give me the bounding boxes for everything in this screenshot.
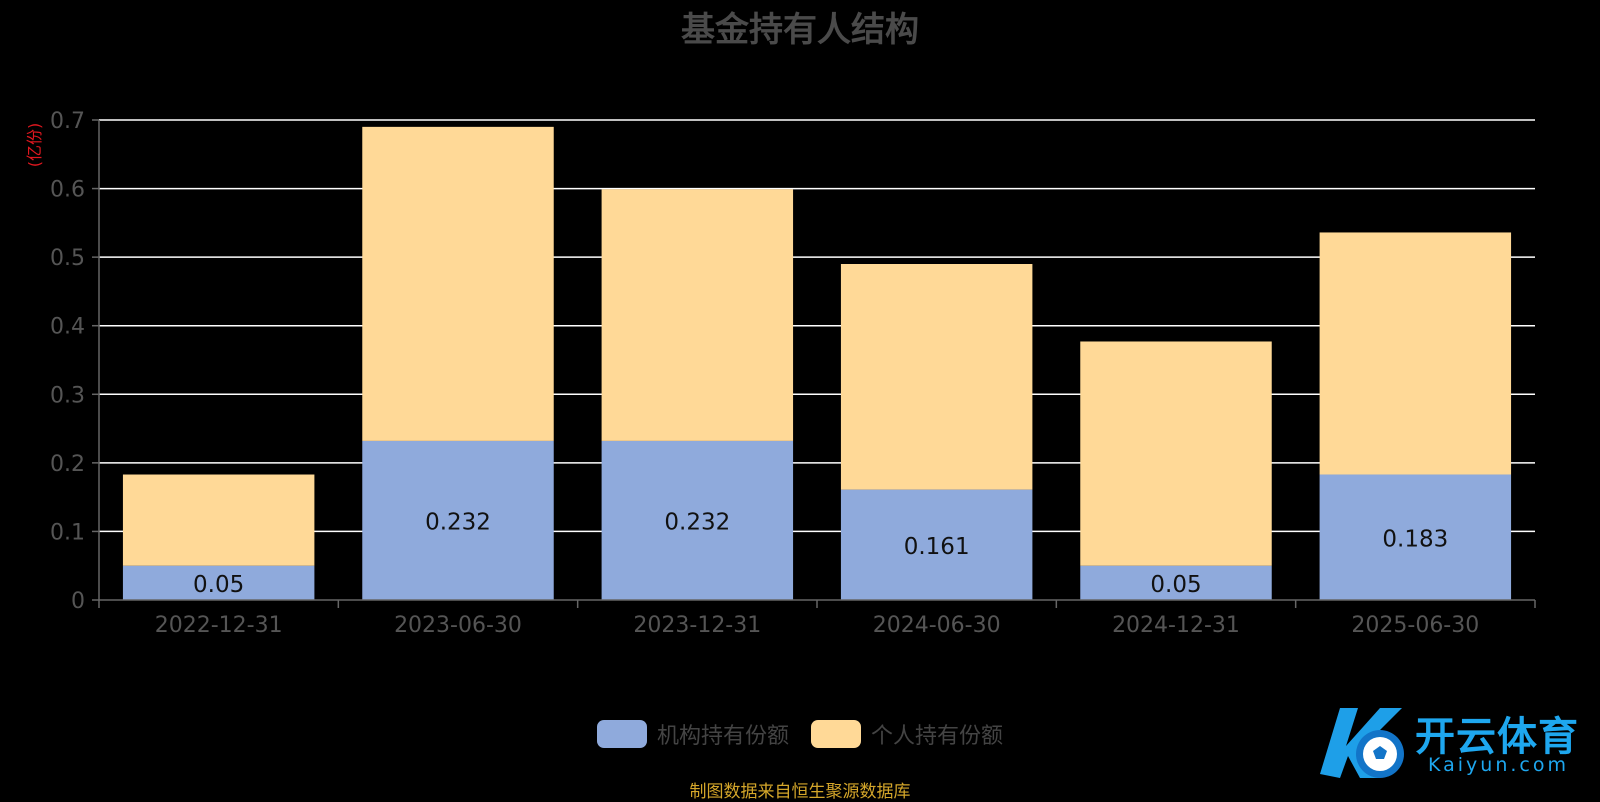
y-tick-label: 0 (71, 589, 85, 614)
bar-institutional-2024-12-31[interactable] (1080, 565, 1272, 600)
legend: 机构持有份额 个人持有份额 (0, 718, 1600, 750)
data-source-note: 制图数据来自恒生聚源数据库 (689, 782, 911, 802)
legend-swatch-institutional (596, 720, 647, 748)
y-tick-label: 0.5 (50, 246, 85, 271)
bar-individual-2022-12-31[interactable] (122, 474, 315, 566)
bar-institutional-2023-06-30[interactable] (362, 440, 554, 600)
x-tick-label: 2024-12-31 (1112, 613, 1240, 638)
data-label-institutional-2022-12-31: 0.05 (193, 572, 244, 598)
legend-swatch-individual (811, 720, 861, 748)
grid-lines (99, 119, 1535, 533)
legend-item-individual[interactable]: 个人持有份额 (811, 718, 1003, 750)
watermark-brand-en: Kaiyun.com (1428, 754, 1569, 776)
y-tick-label: 0.7 (50, 109, 85, 134)
axes: 0 0.1 0.2 0.3 0.4 0.5 0.6 0.7 2022-12-31 2023-06-… (50, 109, 1536, 638)
data-labels: 0.05 0.232 0.232 0.161 0.05 0.183 (193, 509, 1448, 597)
kaiyun-logo-icon (1320, 708, 1404, 778)
x-tick-label: 2022-12-31 (155, 613, 283, 638)
legend-label-institutional: 机构持有份额 (656, 724, 789, 749)
bar-institutional-2025-06-30[interactable] (1319, 474, 1512, 600)
y-axis-unit-label: (亿份) (25, 123, 44, 168)
y-tick-label: 0.4 (50, 315, 85, 340)
bar-institutional-2023-12-31[interactable] (601, 440, 794, 600)
bar-individual-2023-06-30[interactable] (362, 126, 554, 441)
bar-institutional-2024-06-30[interactable] (840, 489, 1033, 600)
data-label-institutional-2025-06-30: 0.183 (1382, 526, 1448, 552)
bar-institutional-2022-12-31[interactable] (122, 565, 315, 600)
data-label-institutional-2024-12-31: 0.05 (1150, 572, 1201, 598)
bar-individual-2023-12-31[interactable] (601, 189, 794, 441)
x-tick-label: 2023-06-30 (394, 613, 522, 638)
data-label-institutional-2024-06-30: 0.161 (904, 534, 970, 560)
bar-individual-2024-12-31[interactable] (1080, 341, 1272, 566)
x-tick-label: 2025-06-30 (1351, 613, 1479, 638)
bars (122, 126, 1512, 600)
chart-title: 基金持有人结构 (681, 10, 919, 50)
bar-individual-2025-06-30[interactable] (1319, 232, 1512, 475)
bar-individual-2024-06-30[interactable] (840, 264, 1033, 490)
y-tick-label: 0.2 (50, 452, 85, 477)
x-tick-label: 2023-12-31 (633, 613, 761, 638)
legend-label-individual: 个人持有份额 (871, 724, 1004, 749)
data-label-institutional-2023-12-31: 0.232 (664, 509, 730, 535)
x-tick-label: 2024-06-30 (873, 613, 1001, 638)
y-tick-label: 0.3 (50, 383, 85, 408)
watermark-brand-cn: 开云体育 (1415, 714, 1579, 760)
y-tick-label: 0.6 (50, 178, 85, 203)
stacked-bar-chart: (亿份) 0.05 0.232 0.232 0.161 0.05 0.183 0 0.1 0.… (25, 109, 1536, 638)
brand-watermark: 开云体育 Kaiyun.com (1310, 696, 1590, 786)
data-label-institutional-2023-06-30: 0.232 (425, 509, 491, 535)
y-tick-label: 0.1 (50, 520, 85, 545)
legend-item-institutional[interactable]: 机构持有份额 (596, 718, 789, 750)
